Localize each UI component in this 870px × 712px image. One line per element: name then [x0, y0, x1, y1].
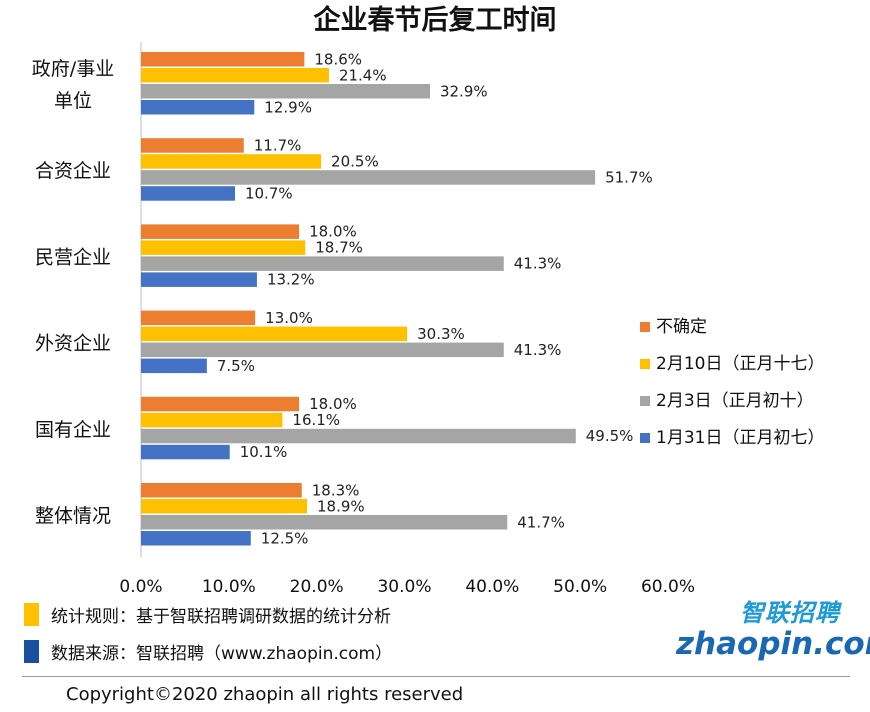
bar — [141, 100, 255, 115]
x-tick-label: 20.0% — [290, 577, 344, 597]
legend-swatch — [640, 396, 650, 406]
data-label: 18.0% — [309, 223, 357, 241]
data-label: 21.4% — [339, 66, 387, 84]
rule-marker — [24, 603, 39, 626]
data-label: 41.7% — [517, 513, 565, 531]
data-label: 32.9% — [440, 82, 488, 100]
bar — [141, 326, 408, 342]
footer-rule: 统计规则：基于智联招聘调研数据的统计分析 — [24, 602, 391, 627]
data-label: 10.7% — [245, 184, 293, 202]
data-label: 49.5% — [586, 427, 634, 445]
copyright: Copyright©2020 zhaopin all rights reserv… — [66, 684, 464, 705]
source-label: 数据来源：智联招聘（www.zhaopin.com） — [51, 644, 393, 664]
source-marker — [24, 640, 39, 663]
bar — [141, 531, 251, 546]
x-tick-label: 30.0% — [377, 577, 431, 597]
bar — [141, 138, 244, 153]
data-label: 18.9% — [317, 497, 365, 515]
logo-en-text: zhaopin.com — [676, 626, 870, 662]
bar — [141, 444, 230, 460]
bar — [141, 342, 504, 358]
logo-cn-text: 智联招聘 — [740, 599, 840, 627]
legend-label: 1月31日（正月初七） — [656, 428, 824, 448]
legend-swatch — [640, 359, 650, 369]
bar — [141, 224, 300, 239]
bar — [141, 412, 283, 428]
x-tick-label: 50.0% — [553, 577, 607, 597]
x-tick-label: 0.0% — [119, 577, 162, 597]
data-label: 18.7% — [315, 239, 363, 257]
data-label: 18.6% — [314, 50, 362, 68]
bar — [141, 428, 576, 444]
bar — [141, 84, 430, 99]
data-label: 12.9% — [264, 98, 312, 116]
chart-title: 企业春节后复工时间 — [314, 4, 557, 36]
x-tick-label: 60.0% — [641, 577, 695, 597]
category-label: 外资企业 — [35, 333, 111, 355]
data-label: 13.2% — [267, 271, 315, 289]
data-label: 7.5% — [217, 357, 255, 375]
bar — [141, 272, 257, 287]
zhaopin-logo: 智联招聘 zhaopin.com — [676, 598, 870, 662]
data-label: 18.3% — [312, 481, 360, 499]
bar — [141, 256, 504, 271]
category-label: 整体情况 — [35, 505, 111, 527]
bar — [141, 68, 329, 83]
legend-label: 不确定 — [656, 317, 707, 337]
bar — [141, 515, 508, 530]
bar — [141, 483, 302, 498]
data-label: 41.3% — [514, 341, 562, 359]
data-label: 18.0% — [309, 395, 357, 413]
bar — [141, 170, 596, 185]
data-label: 51.7% — [605, 168, 653, 186]
data-label: 16.1% — [292, 411, 340, 429]
data-label: 20.5% — [331, 152, 379, 170]
bar — [141, 310, 256, 326]
bar-chart: 企业春节后复工时间 0.0% 10.0% 20.0% 30.0% 40.0% 50.0% 6… — [32, 4, 825, 597]
data-label: 41.3% — [514, 255, 562, 273]
x-tick-label: 10.0% — [202, 577, 256, 597]
bar — [141, 396, 300, 412]
bar — [141, 358, 207, 374]
footer-source: 数据来源：智联招聘（www.zhaopin.com） — [24, 639, 392, 664]
data-label: 30.3% — [417, 325, 465, 343]
bar — [141, 186, 235, 201]
legend-swatch — [640, 433, 650, 443]
bar — [141, 154, 322, 169]
bar — [141, 240, 306, 255]
category-label: 民营企业 — [35, 246, 111, 268]
data-label: 10.1% — [240, 443, 288, 461]
legend-swatch — [640, 322, 650, 332]
x-tick-label: 40.0% — [465, 577, 519, 597]
category-label: 单位 — [54, 90, 92, 112]
bar — [141, 499, 308, 514]
category-label: 政府/事业 — [32, 58, 114, 80]
data-label: 13.0% — [265, 309, 313, 327]
legend-label: 2月3日（正月初十） — [656, 391, 814, 411]
rule-label: 统计规则：基于智联招聘调研数据的统计分析 — [51, 607, 391, 627]
bar — [141, 52, 305, 67]
plot-area: 0.0% 10.0% 20.0% 30.0% 40.0% 50.0% 60.0%18.6%2… — [32, 42, 695, 597]
category-label: 国有企业 — [35, 419, 111, 441]
data-label: 12.5% — [261, 529, 309, 547]
legend-label: 2月10日（正月十七） — [656, 354, 824, 374]
legend: 不确定 2月10日（正月十七） 2月3日（正月初十） 1月31日（正月初七） — [640, 317, 824, 448]
footer-divider — [22, 676, 850, 677]
data-label: 11.7% — [254, 136, 302, 154]
category-label: 合资企业 — [35, 160, 111, 182]
